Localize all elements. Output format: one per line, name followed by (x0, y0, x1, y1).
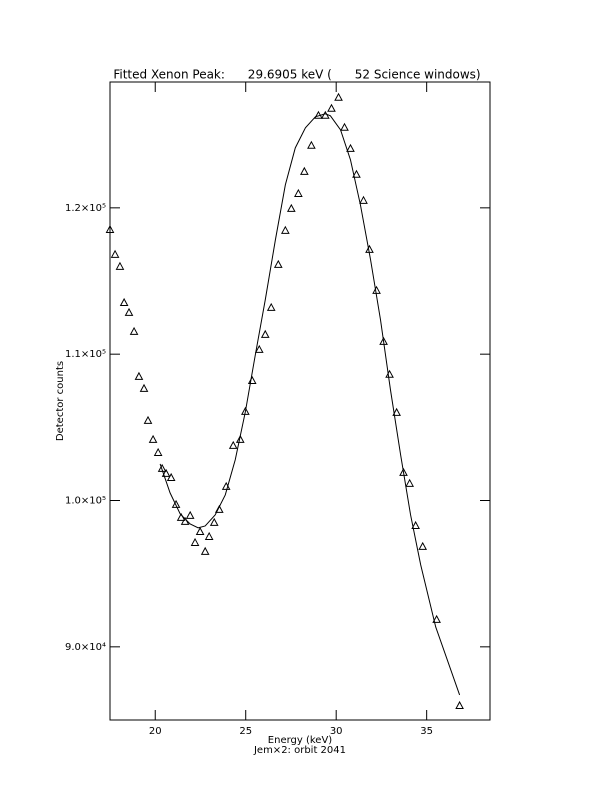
x-tick-label: 20 (149, 726, 162, 737)
data-point (359, 195, 368, 204)
data-point (200, 546, 210, 555)
data-point (204, 531, 214, 540)
chart-title: Fitted Xenon Peak: 29.6905 keV ( 52 Scie… (113, 68, 480, 82)
data-point (110, 249, 120, 258)
data-point (286, 203, 296, 212)
data-point (190, 537, 200, 546)
data-point (266, 302, 276, 311)
y-tick-label: 1.2×10⁵ (65, 203, 106, 214)
data-point (105, 224, 115, 233)
data-point (166, 472, 176, 481)
data-point (411, 520, 420, 529)
x-tick-label: 25 (239, 726, 252, 737)
data-point (235, 434, 245, 443)
data-point (405, 478, 414, 487)
subtitle: Jem×2: orbit 2041 (253, 745, 346, 756)
data-point (195, 526, 205, 535)
data-point (241, 406, 250, 415)
plot-frame (109, 81, 491, 721)
fit-line (159, 113, 461, 696)
y-tick-label: 1.0×10⁵ (65, 496, 106, 507)
data-point (372, 285, 381, 294)
x-tick-label: 35 (420, 726, 433, 737)
data-point (392, 407, 401, 416)
data-point (143, 415, 153, 424)
data-point (418, 541, 428, 550)
y-tick-label: 9.0×10⁴ (65, 642, 106, 653)
data-point (346, 143, 355, 152)
data-point (432, 614, 441, 623)
data-point (320, 110, 330, 119)
data-point (157, 463, 167, 472)
data-point (209, 517, 219, 526)
data-point (385, 369, 394, 378)
data-point (148, 434, 158, 443)
data-point (327, 103, 336, 112)
data-point (171, 499, 181, 508)
data-point (134, 371, 144, 380)
x-axis-label: Energy (keV) (268, 735, 333, 746)
data-point (115, 261, 125, 270)
data-point (334, 92, 343, 101)
y-tick-label: 1.1×10⁵ (65, 349, 106, 360)
data-point (124, 307, 134, 316)
data-point (352, 169, 361, 178)
data-point (294, 188, 303, 197)
data-point (307, 140, 316, 149)
data-point (340, 122, 349, 131)
data-point (281, 225, 290, 234)
data-point (185, 510, 195, 519)
data-point (139, 383, 149, 392)
data-point (455, 700, 464, 709)
data-point (119, 297, 129, 306)
data-point (300, 166, 309, 175)
x-tick-label: 30 (330, 726, 343, 737)
data-point (153, 447, 163, 456)
data-point (228, 440, 238, 449)
data-point (254, 344, 264, 353)
data-point (260, 329, 270, 338)
data-point (129, 326, 139, 335)
data-point (247, 375, 257, 384)
data-point (161, 468, 171, 477)
y-axis-label: Detector counts (55, 361, 66, 441)
data-point (273, 259, 283, 268)
